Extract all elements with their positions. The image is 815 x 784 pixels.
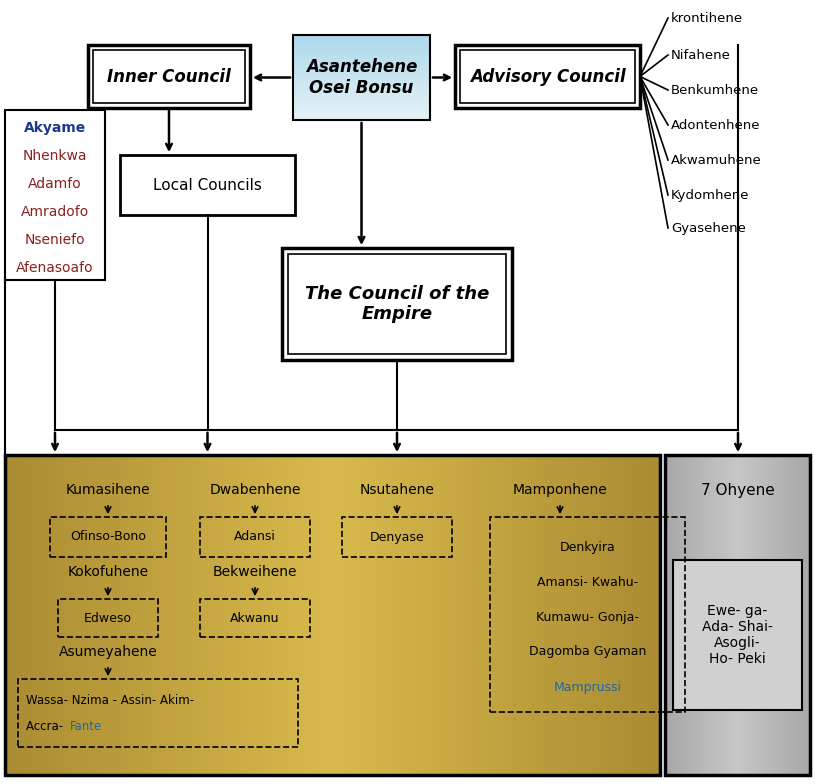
Bar <box>88 45 250 108</box>
Text: Bekweihene: Bekweihene <box>213 565 297 579</box>
Bar <box>200 517 310 557</box>
Bar <box>288 254 506 354</box>
Text: Kydomhene: Kydomhene <box>671 188 750 201</box>
Text: Gyasehene: Gyasehene <box>671 222 746 234</box>
Text: Advisory Council: Advisory Council <box>469 67 625 85</box>
Bar <box>460 50 635 103</box>
Text: Nhenkwa: Nhenkwa <box>23 149 87 163</box>
Text: Nsutahene: Nsutahene <box>359 483 434 497</box>
Text: Edweso: Edweso <box>84 612 132 625</box>
Bar <box>490 517 685 712</box>
Bar <box>665 455 810 775</box>
Text: Kokofuhene: Kokofuhene <box>68 565 148 579</box>
Text: Wassa- Nzima - Assin- Akim-: Wassa- Nzima - Assin- Akim- <box>26 695 194 707</box>
Bar <box>673 560 802 710</box>
Text: Kumasihene: Kumasihene <box>66 483 150 497</box>
Text: krontihene: krontihene <box>671 12 743 24</box>
Bar <box>50 517 166 557</box>
Bar <box>120 155 295 215</box>
Bar <box>18 679 298 747</box>
Text: Akyame: Akyame <box>24 121 86 135</box>
Text: Adamfo: Adamfo <box>29 177 82 191</box>
Bar <box>455 45 640 108</box>
Text: Inner Council: Inner Council <box>107 67 231 85</box>
Text: Kumawu- Gonja-: Kumawu- Gonja- <box>536 611 639 623</box>
Text: Asantehene
Osei Bonsu: Asantehene Osei Bonsu <box>306 58 417 97</box>
Bar <box>282 248 512 360</box>
Bar <box>93 50 245 103</box>
Text: The Council of the
Empire: The Council of the Empire <box>305 285 489 324</box>
Text: Denkyira: Denkyira <box>560 540 615 554</box>
Text: Accra-: Accra- <box>26 720 67 732</box>
Text: Amansi- Kwahu-: Amansi- Kwahu- <box>537 575 638 589</box>
Text: Adontenhene: Adontenhene <box>671 118 760 132</box>
Text: Akwanu: Akwanu <box>231 612 280 625</box>
Text: Adansi: Adansi <box>234 531 276 543</box>
Text: Benkumhene: Benkumhene <box>671 84 759 96</box>
Bar <box>293 35 430 120</box>
Text: Dagomba Gyaman: Dagomba Gyaman <box>529 645 646 659</box>
Text: Nifahene: Nifahene <box>671 49 731 61</box>
Text: Fante: Fante <box>70 720 102 732</box>
Bar <box>200 599 310 637</box>
Text: Asumeyahene: Asumeyahene <box>59 645 157 659</box>
Text: Ofinso-Bono: Ofinso-Bono <box>70 531 146 543</box>
Text: Denyase: Denyase <box>370 531 425 543</box>
Text: Mamprussi: Mamprussi <box>553 681 622 694</box>
Text: Local Councils: Local Councils <box>153 177 262 193</box>
Text: Amradofo: Amradofo <box>21 205 89 219</box>
Bar <box>5 110 105 280</box>
Text: Akwamuhene: Akwamuhene <box>671 154 762 166</box>
Bar <box>5 455 660 775</box>
Bar <box>342 517 452 557</box>
Text: Mamponhene: Mamponhene <box>513 483 607 497</box>
Text: Nseniefo: Nseniefo <box>24 233 86 247</box>
Bar <box>58 599 158 637</box>
Text: Afenasoafo: Afenasoafo <box>16 261 94 275</box>
Text: 7 Ohyene: 7 Ohyene <box>701 482 774 498</box>
Text: Dwabenhene: Dwabenhene <box>209 483 301 497</box>
Text: Ewe- ga-
Ada- Shai-
Asogli-
Ho- Peki: Ewe- ga- Ada- Shai- Asogli- Ho- Peki <box>702 604 773 666</box>
